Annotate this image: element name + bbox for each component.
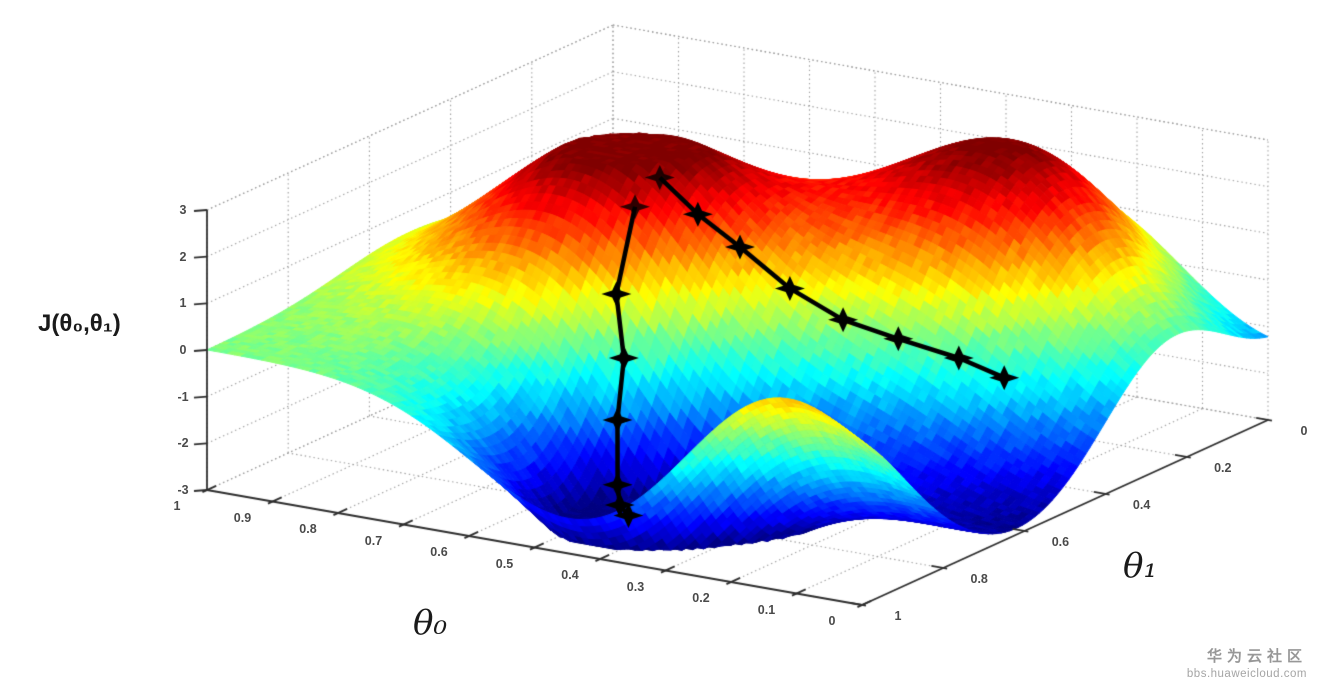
x-tick-label: 1 (173, 499, 181, 513)
y-tick-label: 1 (894, 609, 902, 623)
x-tick-label: 0.3 (626, 579, 645, 594)
y-axis-label: θ₁ (1123, 546, 1158, 586)
watermark-url: bbs.huaweicloud.com (1186, 667, 1307, 680)
y-tick-label: 0.4 (1132, 498, 1151, 512)
y-tick-label: 0.8 (970, 572, 988, 586)
z-tick-label: -1 (177, 389, 189, 404)
y-tick-label: 0.6 (1051, 535, 1070, 549)
watermark-text: 华为云社区 (1206, 647, 1307, 665)
x-tick-label: 0.5 (495, 556, 514, 571)
y-tick-label: 0.2 (1214, 461, 1232, 475)
z-tick-label: 0 (179, 342, 187, 357)
z-tick-label: 2 (179, 249, 187, 264)
y-tick-label: 0 (1300, 424, 1308, 438)
x-axis-label: θ₀ (413, 603, 448, 643)
z-tick-label: 3 (179, 202, 187, 217)
x-tick-label: 0.4 (561, 568, 579, 582)
x-tick-label: 0.7 (364, 533, 383, 548)
z-axis-label: J(θ₀,θ₁) (38, 310, 121, 337)
x-tick-label: 0.6 (430, 545, 448, 559)
watermark: 华为云社区 bbs.huaweicloud.com (1187, 648, 1307, 681)
x-tick-label: 0.1 (757, 602, 776, 617)
z-tick-label: 1 (179, 296, 187, 311)
z-tick-label: -2 (177, 436, 189, 451)
x-tick-label: 0.9 (233, 510, 252, 525)
z-tick-label: -3 (177, 483, 189, 497)
x-tick-label: 0.2 (692, 591, 710, 605)
x-tick-label: 0.8 (299, 522, 317, 536)
x-tick-label: 0 (828, 614, 836, 628)
